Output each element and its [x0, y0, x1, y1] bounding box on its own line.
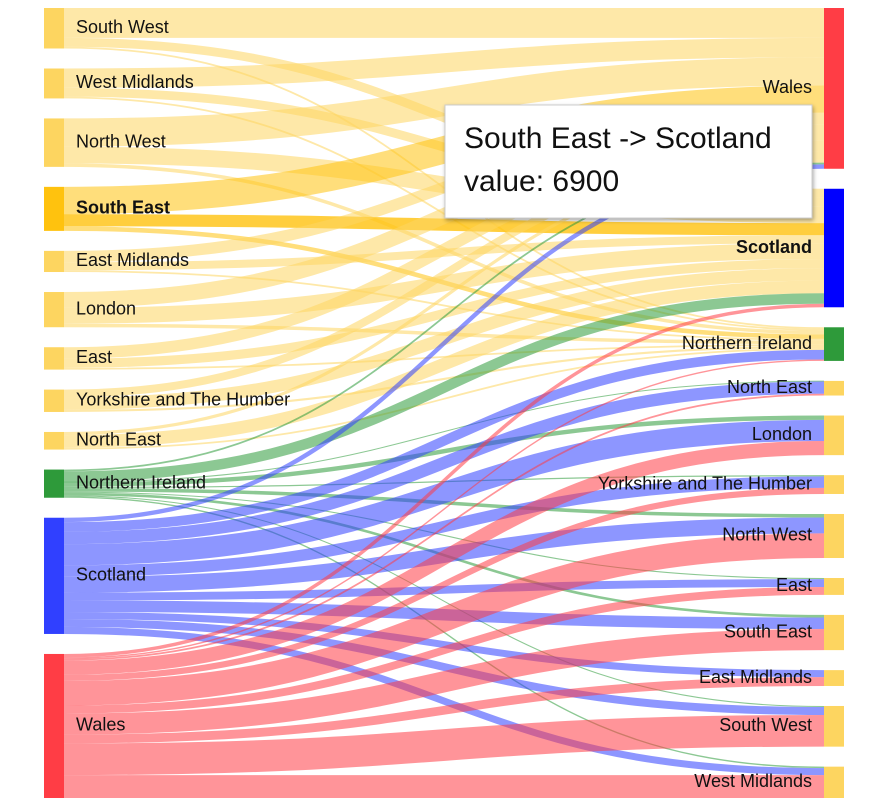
link: [63, 243, 825, 324]
node: [44, 250, 64, 273]
node: [824, 705, 844, 747]
link: [63, 214, 825, 236]
node: [44, 8, 64, 49]
node-label: Wales: [76, 715, 125, 735]
node-label: Northern Ireland: [682, 333, 812, 353]
link: [63, 259, 825, 368]
node: [44, 431, 64, 450]
tooltip-value: value: 6900: [464, 165, 619, 198]
link: [63, 487, 825, 681]
node-label: Scotland: [76, 565, 146, 585]
link: [63, 348, 825, 450]
node: [824, 578, 844, 595]
link: [63, 349, 825, 532]
link: [63, 491, 825, 580]
node: [44, 347, 64, 370]
node-label: South West: [719, 715, 812, 735]
node-label: East Midlands: [699, 667, 812, 687]
node: [824, 415, 844, 456]
link: [63, 618, 825, 715]
link: [63, 37, 825, 88]
node-label: South East: [76, 198, 170, 218]
node-label: London: [752, 424, 812, 444]
node: [824, 8, 844, 169]
link: [63, 344, 825, 370]
node: [44, 517, 64, 634]
node: [824, 188, 844, 308]
link: [63, 381, 825, 545]
link: [63, 586, 825, 714]
node: [44, 118, 64, 167]
link: [63, 393, 825, 661]
link: [63, 303, 825, 658]
link: [63, 268, 825, 410]
node: [44, 469, 64, 498]
tooltip-title: South East -> Scotland: [464, 122, 772, 155]
node-label: North East: [76, 430, 161, 450]
node-label: North East: [727, 377, 812, 397]
link: [63, 714, 825, 776]
link: [63, 629, 825, 735]
node: [44, 68, 64, 99]
node-label: West Midlands: [694, 771, 812, 791]
node-label: East: [76, 347, 112, 367]
node-label: Northern Ireland: [76, 472, 206, 492]
node-label: Yorkshire and The Humber: [76, 390, 290, 410]
node: [824, 670, 844, 686]
node-label: East: [776, 575, 812, 595]
node-label: South West: [76, 17, 169, 37]
node-label: Wales: [763, 77, 812, 97]
link: [63, 380, 825, 483]
node: [824, 513, 844, 559]
link: [63, 57, 825, 147]
link: [63, 611, 825, 678]
node: [44, 389, 64, 412]
node-label: South East: [724, 621, 812, 641]
link: [63, 419, 825, 566]
link: [63, 270, 825, 341]
link: [63, 533, 825, 706]
node-label: Scotland: [736, 237, 812, 257]
link: [63, 415, 825, 487]
node: [824, 766, 844, 798]
link: [63, 677, 825, 744]
node-label: North West: [722, 525, 812, 545]
node: [824, 475, 844, 494]
tooltip-box: [444, 104, 813, 219]
link: [63, 280, 825, 448]
node-label: East Midlands: [76, 250, 189, 270]
node-label: North West: [76, 131, 166, 151]
link: [63, 345, 825, 412]
node: [824, 614, 844, 651]
nodes: [44, 8, 844, 798]
node: [44, 186, 64, 231]
link: [63, 293, 825, 482]
labels: South West West Midlands North West South E…: [76, 17, 812, 791]
node: [44, 653, 64, 798]
node-label: London: [76, 298, 136, 318]
link: [63, 626, 825, 776]
link: [63, 579, 825, 601]
link: [63, 495, 825, 708]
node-label: West Midlands: [76, 72, 194, 92]
link: [63, 441, 825, 675]
node: [44, 292, 64, 328]
link: [63, 359, 825, 659]
node: [824, 380, 844, 396]
tooltip: South East -> Scotland value: 6900: [444, 104, 813, 219]
node-label: Yorkshire and The Humber: [598, 473, 812, 493]
node: [824, 327, 844, 361]
